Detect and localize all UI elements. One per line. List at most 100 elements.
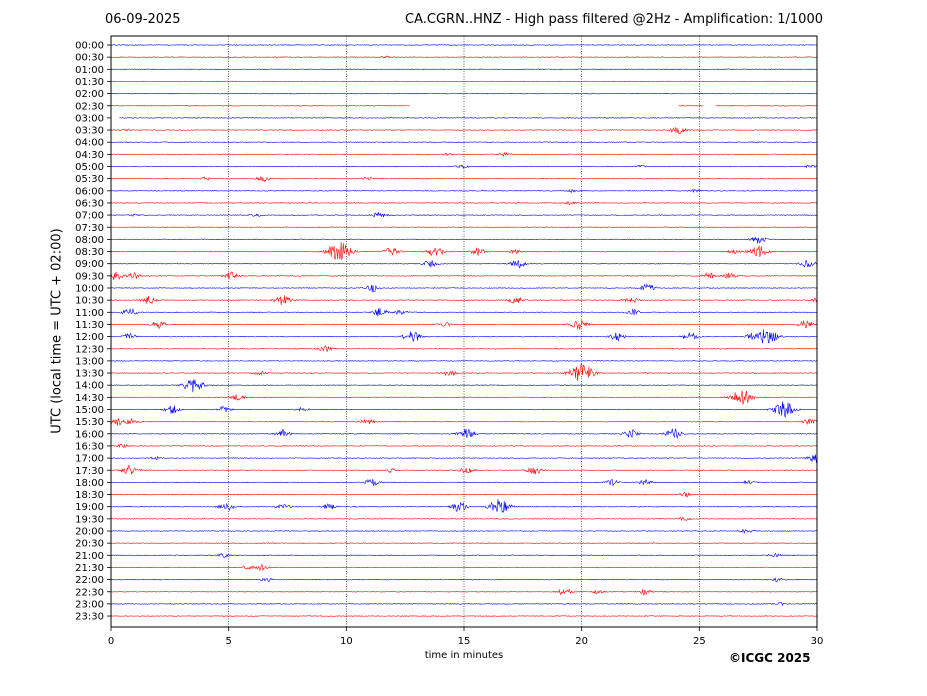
trace-1030	[110, 295, 818, 306]
trace-1400	[110, 379, 818, 393]
vertical-grid	[228, 36, 700, 627]
trace-0830	[110, 242, 818, 261]
trace-1700	[110, 454, 818, 464]
trace-1000	[110, 283, 818, 293]
y-tick-label: 05:30	[75, 174, 104, 185]
seismic-traces	[110, 44, 818, 617]
y-tick-label: 19:30	[75, 514, 104, 525]
trace-2200	[110, 577, 818, 583]
y-tick-label: 09:00	[75, 259, 104, 270]
y-tick-label: 14:00	[75, 381, 104, 392]
trace-2130	[110, 563, 818, 572]
y-tick-label: 16:00	[75, 429, 104, 440]
y-tick-label: 07:30	[75, 223, 104, 234]
trace-0300	[119, 117, 818, 119]
y-tick-label: 18:00	[75, 478, 104, 489]
x-tick-label: 25	[693, 636, 706, 647]
y-tick-label: 15:00	[75, 405, 104, 416]
y-tick-label: 00:00	[75, 41, 104, 52]
y-tick-label: 01:30	[75, 77, 104, 88]
x-tick-label: 30	[811, 636, 824, 647]
y-tick-label: 12:30	[75, 344, 104, 355]
trace-2330	[110, 615, 818, 617]
trace-0030	[110, 55, 818, 59]
trace-0400	[110, 141, 818, 143]
y-tick-label: 20:30	[75, 539, 104, 550]
y-tick-label: 09:30	[75, 271, 104, 282]
y-tick-label: 12:00	[75, 332, 104, 343]
trace-0200	[110, 92, 818, 95]
y-tick-label: 19:00	[75, 502, 104, 513]
trace-0430	[110, 151, 818, 158]
trace-0530	[110, 176, 818, 183]
y-axis-label: UTC (local time = UTC + 02:00)	[49, 228, 65, 434]
y-tick-label: 20:00	[75, 527, 104, 538]
trace-0500	[110, 164, 818, 169]
x-tick-label: 5	[225, 636, 231, 647]
y-tick-label: 11:00	[75, 308, 104, 319]
trace-0630	[110, 201, 818, 206]
trace-1430	[110, 390, 818, 405]
trace-0730	[110, 226, 818, 228]
trace-1500	[110, 401, 818, 418]
y-tick-label: 14:30	[75, 393, 104, 404]
trace-1330	[110, 362, 818, 382]
chart-title: CA.CGRN..HNZ - High pass filtered @2Hz -…	[405, 12, 823, 27]
trace-1800	[110, 478, 818, 487]
trace-1600	[110, 427, 818, 440]
y-tick-label: 17:30	[75, 466, 104, 477]
trace-0930	[110, 271, 818, 280]
trace-0230	[110, 105, 818, 107]
y-tick-label: 06:00	[75, 186, 104, 197]
trace-0000	[110, 44, 818, 46]
trace-2030	[110, 542, 818, 544]
y-tick-label: 17:00	[75, 454, 104, 465]
trace-1300	[110, 360, 818, 362]
y-tick-label: 00:30	[75, 53, 104, 64]
copyright-text: ©ICGC 2025	[729, 651, 811, 665]
trace-0900	[110, 259, 818, 269]
x-tick-label: 0	[108, 636, 114, 647]
trace-0130	[110, 80, 818, 83]
trace-2230	[110, 588, 818, 596]
y-tick-label: 21:30	[75, 563, 104, 574]
trace-1900	[110, 499, 818, 513]
x-tick-label: 20	[575, 636, 588, 647]
y-tick-label: 07:00	[75, 211, 104, 222]
y-tick-label: 16:30	[75, 441, 104, 452]
trace-2100	[110, 552, 818, 558]
y-tick-label: 22:00	[75, 575, 104, 586]
y-tick-label: 22:30	[75, 587, 104, 598]
y-tick-label: 04:30	[75, 150, 104, 161]
trace-0600	[110, 188, 818, 194]
y-tick-label: 10:30	[75, 296, 104, 307]
trace-1630	[110, 443, 818, 449]
y-tick-label: 03:30	[75, 126, 104, 137]
trace-1730	[110, 464, 818, 475]
x-tick-label: 15	[458, 636, 471, 647]
y-tick-label: 08:30	[75, 247, 104, 258]
y-tick-label: 01:00	[75, 65, 104, 76]
y-tick-label: 05:00	[75, 162, 104, 173]
y-tick-label: 23:30	[75, 612, 104, 623]
trace-0700	[110, 211, 818, 218]
trace-2000	[110, 528, 818, 534]
trace-1230	[110, 345, 818, 352]
trace-1530	[110, 418, 818, 426]
y-tick-label: 23:00	[75, 599, 104, 610]
y-tick-label: 10:00	[75, 284, 104, 295]
y-tick-label: 18:30	[75, 490, 104, 501]
x-axis-label: time in minutes	[424, 650, 504, 661]
trace-0330	[110, 127, 818, 134]
plot-date: 06-09-2025	[105, 12, 181, 27]
y-tick-label: 21:00	[75, 551, 104, 562]
y-tick-label: 06:30	[75, 198, 104, 209]
x-axis: 0 5 10 15 20 25 30	[108, 627, 824, 647]
trace-0100	[110, 68, 818, 71]
y-tick-label: 13:00	[75, 356, 104, 367]
y-tick-label: 15:30	[75, 417, 104, 428]
trace-1200	[110, 329, 818, 344]
trace-1930	[110, 516, 818, 521]
